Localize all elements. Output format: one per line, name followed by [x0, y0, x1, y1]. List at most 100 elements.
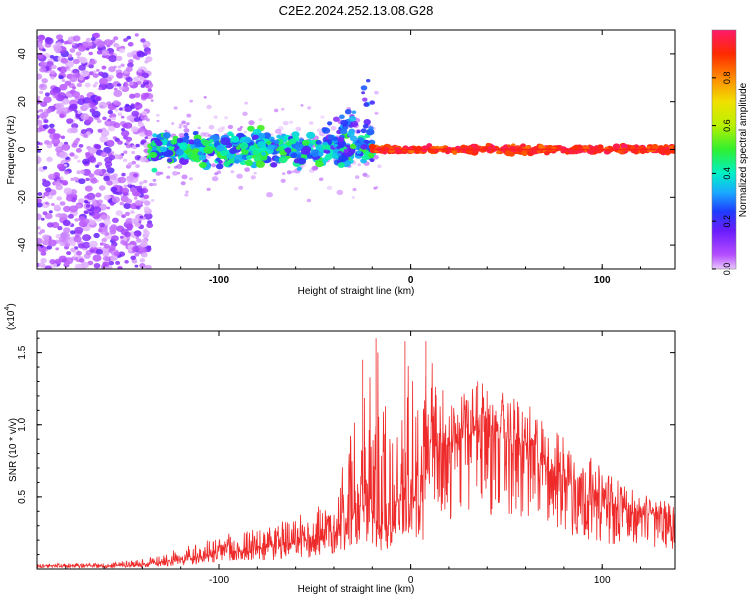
spectrogram-point — [178, 123, 183, 127]
spectrogram-point — [136, 206, 141, 210]
spectrogram-point — [102, 250, 110, 257]
spectrogram-point — [124, 260, 129, 264]
spectrogram-point — [64, 170, 69, 175]
spectrogram-point — [141, 111, 148, 116]
spectrogram-point — [134, 33, 139, 37]
spectrogram-point — [38, 83, 48, 91]
spectrogram-point — [351, 110, 357, 114]
spectrogram-point — [338, 143, 342, 147]
spectrogram-point — [125, 198, 133, 204]
spectrogram-point — [620, 143, 628, 150]
spectrogram-point — [63, 187, 73, 195]
spectrogram-point — [152, 146, 157, 151]
spectrogram-point — [101, 237, 107, 243]
spectrogram-point — [180, 181, 186, 186]
spectrogram-point — [144, 136, 149, 140]
spectrogram-point — [72, 86, 77, 90]
spectrogram-point — [281, 107, 285, 111]
spectrogram-point — [363, 119, 371, 125]
spectrogram-point — [95, 193, 101, 198]
spectrogram-point — [56, 196, 62, 201]
spectrogram-point — [156, 119, 160, 123]
spectrogram-point — [150, 199, 155, 202]
spectrogram-point — [71, 143, 78, 148]
spectrogram-point — [37, 237, 43, 245]
spectrogram-point — [109, 229, 117, 235]
spectrogram-point — [245, 137, 252, 142]
spectrogram-point — [126, 35, 132, 40]
spectrogram-point — [117, 83, 122, 87]
spectrogram-point — [46, 108, 52, 114]
spectrogram-point — [365, 174, 370, 178]
spectrogram-point — [348, 115, 357, 122]
spectrogram-point — [143, 79, 148, 83]
spectrogram-point — [321, 143, 330, 150]
spectrogram-point — [62, 219, 71, 226]
spectrogram-point — [290, 152, 298, 159]
spectrogram-point — [110, 186, 118, 193]
spectrogram-point — [336, 189, 344, 195]
spectrogram-point — [92, 212, 101, 220]
spectrogram-point — [144, 60, 149, 64]
spectrogram-point — [67, 214, 74, 219]
spectrogram-point — [183, 128, 190, 133]
spectrogram-point — [249, 145, 256, 151]
spectrogram-point — [74, 109, 78, 113]
spectrogram-point — [134, 222, 141, 228]
spectrogram-point — [100, 49, 110, 56]
spectrogram-point — [146, 222, 154, 228]
spectrogram-point — [529, 148, 537, 155]
spectrogram-point — [37, 202, 43, 208]
spectrogram-point — [130, 126, 139, 133]
spectrogram-point — [58, 236, 67, 243]
spectrogram-point — [669, 145, 674, 150]
spectrogram-point — [366, 79, 371, 83]
spectrogram-point — [41, 78, 48, 84]
spectrogram-point — [106, 180, 114, 186]
spectrogram-point — [101, 214, 108, 220]
spectrogram-point — [211, 176, 219, 182]
spectrogram-point — [143, 179, 148, 184]
spectrogram-point — [111, 196, 120, 203]
spectrogram-point — [49, 55, 55, 59]
spectrogram-y-tick-label: 0 — [17, 146, 28, 152]
spectrogram-point — [131, 150, 136, 155]
spectrogram-point — [43, 96, 52, 103]
spectrogram-point — [349, 143, 357, 149]
spectrogram-point — [98, 185, 106, 191]
spectrogram-point — [76, 110, 82, 115]
spectrogram-point — [77, 44, 87, 52]
spectrogram-point — [108, 55, 118, 63]
spectrogram-point — [274, 139, 280, 145]
spectrogram-point — [351, 196, 355, 199]
spectrogram-point — [133, 173, 139, 178]
spectrogram-point — [88, 71, 94, 76]
spectrogram-point — [121, 128, 126, 132]
spectrogram-point — [134, 252, 140, 257]
spectrogram-point — [49, 70, 56, 75]
spectrogram-point — [176, 137, 183, 143]
spectrogram-point — [40, 257, 47, 264]
spectrogram-point — [130, 210, 135, 214]
spectrogram-point — [48, 128, 56, 134]
colorbar-ticks: 0.0 0.2 0.4 0.6 0.8 — [712, 72, 732, 275]
spectrogram-point — [350, 120, 359, 127]
spectrogram-point — [99, 222, 105, 228]
spectrogram-point — [118, 251, 126, 257]
spectrogram-point — [84, 200, 88, 204]
spectrogram-point — [143, 44, 148, 49]
spectrogram-point — [119, 235, 124, 239]
spectrogram-point — [111, 235, 119, 242]
spectrogram-point — [58, 75, 64, 80]
spectrogram-point — [48, 210, 53, 214]
spectrogram-point — [110, 224, 118, 230]
spectrogram-point — [243, 130, 247, 134]
spectrogram-point — [112, 179, 119, 185]
spectrogram-point — [99, 77, 108, 85]
spectrogram-point — [49, 123, 55, 128]
spectrogram-point — [37, 213, 42, 221]
spectrogram-point — [39, 61, 48, 68]
spectrogram-point — [40, 245, 44, 248]
spectrogram-point — [106, 206, 111, 210]
spectrogram-point — [125, 218, 134, 225]
